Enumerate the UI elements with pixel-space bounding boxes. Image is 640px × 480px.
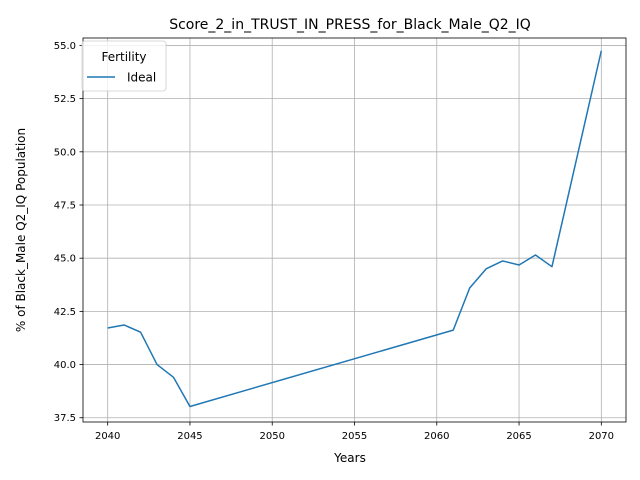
y-tick-label: 55.0 (54, 41, 76, 52)
legend-title: Fertility (101, 50, 146, 64)
x-tick-label: 2045 (177, 431, 202, 442)
series-line-ideal (107, 50, 603, 408)
x-tick-label: 2060 (424, 431, 449, 442)
chart-title: Score_2_in_TRUST_IN_PRESS_for_Black_Male… (169, 17, 531, 33)
x-axis-ticks: 2040 2045 2050 2055 2060 2065 2070 (95, 422, 614, 442)
y-tick-label: 37.5 (54, 413, 76, 424)
x-tick-label: 2055 (342, 431, 367, 442)
x-tick-label: 2050 (260, 431, 285, 442)
legend-label-ideal: Ideal (127, 71, 156, 85)
y-axis-ticks: 37.5 40.0 42.5 45.0 47.5 50.0 52.5 55.0 (54, 41, 83, 424)
x-tick-label: 2070 (589, 431, 614, 442)
x-tick-label: 2065 (506, 431, 531, 442)
y-tick-label: 52.5 (54, 94, 76, 105)
y-tick-label: 42.5 (54, 307, 76, 318)
legend-box (81, 40, 167, 92)
y-tick-label: 50.0 (54, 147, 76, 158)
x-tick-label: 2040 (95, 431, 120, 442)
y-tick-label: 40.0 (54, 360, 76, 371)
y-tick-label: 47.5 (54, 201, 76, 212)
legend: Fertility Ideal (81, 40, 167, 92)
x-axis-label: Years (333, 451, 366, 465)
y-tick-label: 45.0 (54, 254, 76, 265)
series-group (107, 50, 603, 408)
grid-lines (83, 38, 626, 422)
y-axis-label: % of Black_Male Q2_IQ Population (14, 128, 28, 332)
